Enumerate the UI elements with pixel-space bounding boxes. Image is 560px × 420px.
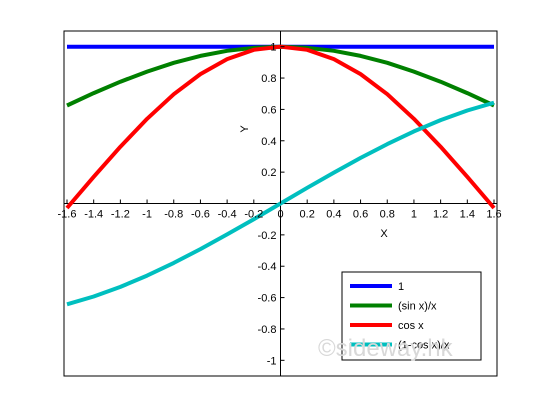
legend-label: (sin x)/x [398,301,437,313]
x-tick-label: -0.6 [191,209,210,221]
legend-label: 1 [398,281,404,293]
x-tick-label: 1.6 [486,209,501,221]
y-tick-label: 0.6 [261,104,276,116]
y-tick-label: 1 [270,42,276,54]
y-tick-label: -0.2 [258,230,277,242]
x-tick-label: 0 [277,209,283,221]
x-tick-label: 1 [411,209,417,221]
y-tick-label: 0.4 [261,136,276,148]
y-tick-label: -0.4 [258,261,277,273]
x-tick-label: 0.4 [326,209,341,221]
y-tick-label: 0.8 [261,73,276,85]
x-tick-label: 0.8 [380,209,395,221]
x-tick-label: 0.6 [353,209,368,221]
x-tick-label: -1.6 [58,209,77,221]
x-tick-label: -1 [142,209,152,221]
y-tick-label: 0.2 [261,167,276,179]
x-tick-label: -1.2 [111,209,130,221]
x-tick-label: 0.2 [300,209,315,221]
y-axis-label: Y [239,125,251,133]
y-tick-label: -0.8 [258,324,277,336]
y-tick-label: -1 [267,355,277,367]
y-tick-label: -0.6 [258,293,277,305]
x-tick-label: -0.2 [244,209,263,221]
watermark: ©sideway.hk [318,335,454,362]
x-tick-label: -0.8 [164,209,183,221]
x-tick-label: 1.2 [433,209,448,221]
x-tick-label: -0.4 [218,209,237,221]
legend: 1 (sin x)/x cos x (1-cos x)/x [341,271,482,361]
x-tick-label: 1.4 [460,209,475,221]
legend-label: (1-cos x)/x [398,340,450,352]
legend-label: cos x [398,320,424,332]
x-axis-label: X [380,228,388,240]
tick-labels: -1.6 -1.4 -1.2 -1 -0.8 -0.6 -0.4 -0.2 0 0.2 0.4 0.6… [58,42,502,368]
x-tick-label: -1.4 [84,209,103,221]
